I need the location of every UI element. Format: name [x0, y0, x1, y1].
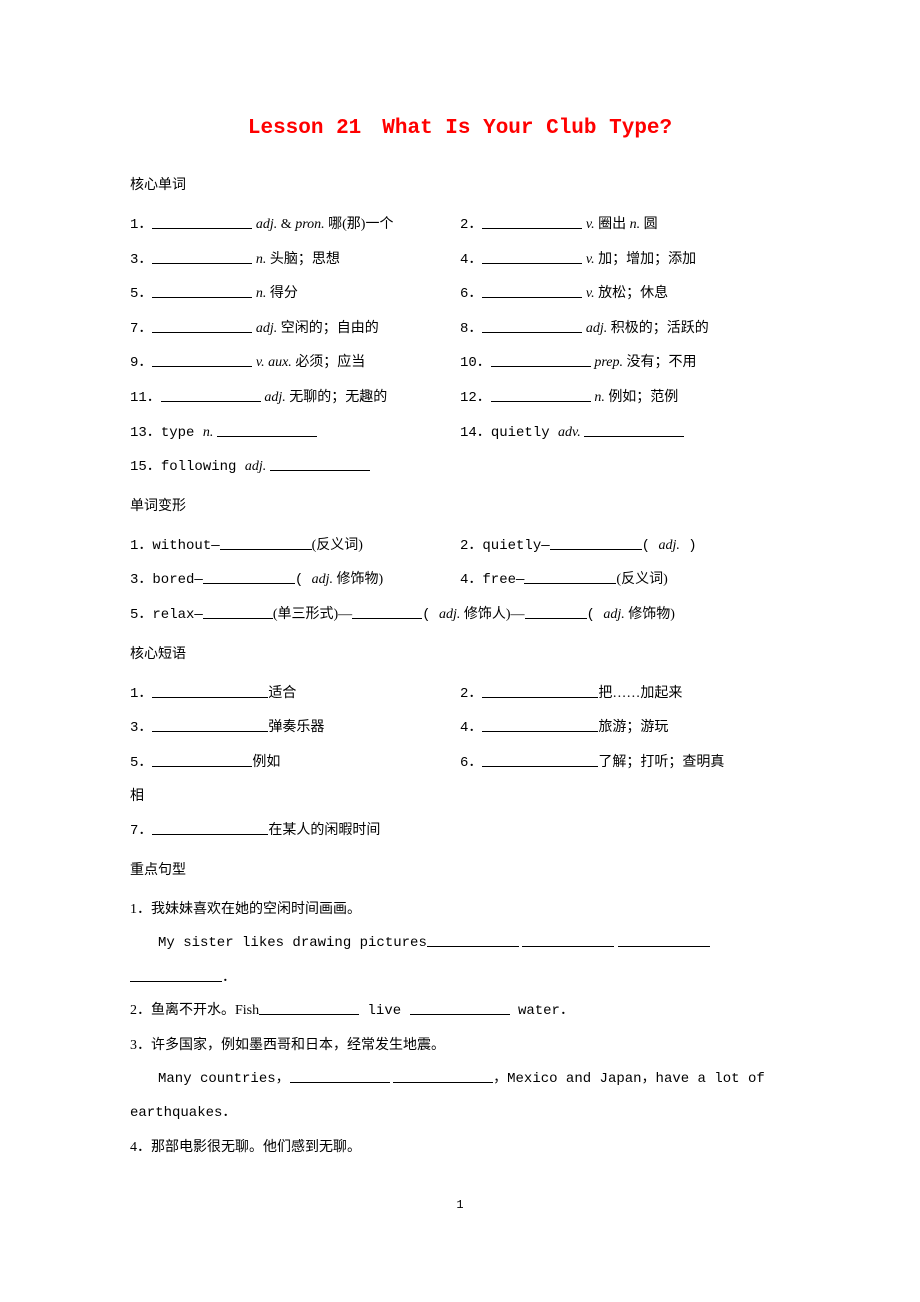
- fill-blank[interactable]: [152, 717, 268, 732]
- sentence-1-en: My sister likes drawing pictures: [130, 926, 790, 961]
- fill-blank[interactable]: [152, 249, 252, 264]
- sentence-1-zh: 1．我妹妹喜欢在她的空闲时间画画。: [130, 893, 790, 927]
- phrase-item-7: 7．在某人的闲暇时间: [130, 814, 790, 849]
- vocab-item: 8． adj. 积极的；活跃的: [460, 312, 790, 347]
- vocab-item: 3． n. 头脑；思想: [130, 243, 460, 278]
- fill-blank[interactable]: [524, 569, 616, 584]
- fill-blank[interactable]: [584, 422, 684, 437]
- section-vocab-head: 核心单词: [130, 174, 790, 194]
- page-number: 1: [0, 1198, 920, 1212]
- fill-blank[interactable]: [482, 683, 598, 698]
- vocab-item: 5． n. 得分: [130, 277, 460, 312]
- vocab-item-rev: 14．quietly adv.: [460, 416, 790, 451]
- sentence-2: 2．鱼离不开水。Fish live water．: [130, 994, 790, 1029]
- fill-blank[interactable]: [259, 1000, 359, 1015]
- sentence-1-en-line2: ．: [130, 961, 790, 995]
- fill-blank[interactable]: [152, 214, 252, 229]
- vocab-item: 7． adj. 空闲的；自由的: [130, 312, 460, 347]
- fill-blank[interactable]: [618, 932, 710, 947]
- fill-blank[interactable]: [152, 820, 268, 835]
- phrases-grid: 1．适合 2．把……加起来 3．弹奏乐器 4．旅游；游玩 5．例如 6．了解；打…: [130, 677, 790, 814]
- phrase-item: 1．适合: [130, 677, 460, 712]
- fill-blank[interactable]: [152, 352, 252, 367]
- fill-blank[interactable]: [482, 752, 598, 767]
- fill-blank[interactable]: [270, 456, 370, 471]
- vocab-grid: 1． adj. & pron. 哪(那)一个 2． v. 圈出 n. 圆 3． …: [130, 208, 790, 485]
- phrase-item: 4．旅游；游玩: [460, 711, 790, 746]
- fill-blank[interactable]: [491, 387, 591, 402]
- fill-blank[interactable]: [130, 967, 222, 982]
- sentence-3-en-line2: earthquakes．: [130, 1097, 790, 1131]
- fill-blank[interactable]: [152, 752, 252, 767]
- section-forms-head: 单词变形: [130, 495, 790, 515]
- vocab-item: 4． v. 加；增加；添加: [460, 243, 790, 278]
- form-item: 2．quietly—( adj. ): [460, 529, 790, 564]
- form-item-5: 5．relax—(单三形式)—( adj. 修饰人)—( adj. 修饰物): [130, 598, 790, 633]
- sentence-3-en: Many countries， ，Mexico and Japan，have a…: [130, 1062, 790, 1097]
- fill-blank[interactable]: [410, 1000, 510, 1015]
- fill-blank[interactable]: [161, 387, 261, 402]
- fill-blank[interactable]: [522, 932, 614, 947]
- form-item: 4．free—(反义词): [460, 563, 790, 598]
- vocab-item: 12． n. 例如；范例: [460, 381, 790, 416]
- phrase-item: 5．例如: [130, 746, 460, 781]
- page: Lesson 21 What Is Your Club Type? 核心单词 1…: [0, 0, 920, 1302]
- form-item: 3．bored—( adj. 修饰物): [130, 563, 460, 598]
- fill-blank[interactable]: [482, 283, 582, 298]
- vocab-item: 1． adj. & pron. 哪(那)一个: [130, 208, 460, 243]
- vocab-item: 11． adj. 无聊的；无趣的: [130, 381, 460, 416]
- fill-blank[interactable]: [427, 932, 519, 947]
- fill-blank[interactable]: [290, 1068, 390, 1083]
- section-phrases-head: 核心短语: [130, 643, 790, 663]
- section-sentences-head: 重点句型: [130, 859, 790, 879]
- fill-blank[interactable]: [152, 318, 252, 333]
- sentence-3-zh: 3．许多国家，例如墨西哥和日本，经常发生地震。: [130, 1029, 790, 1063]
- fill-blank[interactable]: [482, 717, 598, 732]
- fill-blank[interactable]: [482, 214, 582, 229]
- vocab-item-rev: 13．type n.: [130, 416, 460, 451]
- fill-blank[interactable]: [491, 352, 591, 367]
- vocab-item: 9． v. aux. 必须；应当: [130, 346, 460, 381]
- fill-blank[interactable]: [525, 604, 587, 619]
- forms-grid: 1．without—(反义词) 2．quietly—( adj. ) 3．bor…: [130, 529, 790, 598]
- form-item: 1．without—(反义词): [130, 529, 460, 564]
- sentence-4: 4．那部电影很无聊。他们感到无聊。: [130, 1131, 790, 1165]
- fill-blank[interactable]: [152, 683, 268, 698]
- phrase-item: 2．把……加起来: [460, 677, 790, 712]
- vocab-item: 10． prep. 没有；不用: [460, 346, 790, 381]
- fill-blank[interactable]: [203, 604, 273, 619]
- phrase-item-6-wrap: 相: [130, 780, 790, 814]
- fill-blank[interactable]: [203, 569, 295, 584]
- fill-blank[interactable]: [482, 318, 582, 333]
- fill-blank[interactable]: [217, 422, 317, 437]
- vocab-item-rev: 15．following adj.: [130, 450, 460, 485]
- lesson-title: Lesson 21 What Is Your Club Type?: [130, 110, 790, 140]
- fill-blank[interactable]: [482, 249, 582, 264]
- phrase-item: 6．了解；打听；查明真: [460, 746, 790, 781]
- vocab-item: 2． v. 圈出 n. 圆: [460, 208, 790, 243]
- fill-blank[interactable]: [220, 535, 312, 550]
- vocab-item: 6． v. 放松；休息: [460, 277, 790, 312]
- fill-blank[interactable]: [352, 604, 422, 619]
- fill-blank[interactable]: [393, 1068, 493, 1083]
- phrase-item: 3．弹奏乐器: [130, 711, 460, 746]
- fill-blank[interactable]: [152, 283, 252, 298]
- fill-blank[interactable]: [550, 535, 642, 550]
